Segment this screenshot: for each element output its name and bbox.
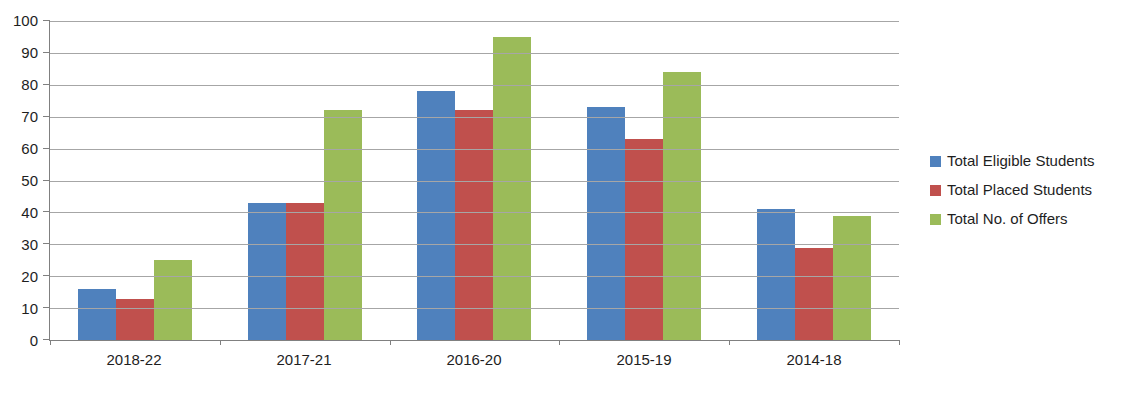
bar[interactable] (625, 139, 663, 340)
x-axis-tick (390, 340, 391, 345)
gridline (50, 181, 899, 182)
y-axis-tick (43, 307, 50, 308)
bar[interactable] (78, 289, 116, 340)
x-axis-tick (50, 340, 51, 345)
legend-swatch-icon (930, 185, 941, 196)
y-axis-tick-label: 80 (21, 77, 38, 93)
bar[interactable] (493, 37, 531, 340)
y-axis-tick-label: 40 (21, 205, 38, 221)
bar[interactable] (154, 260, 192, 340)
bar[interactable] (286, 203, 324, 340)
legend-swatch-icon (930, 214, 941, 225)
legend-entry[interactable]: Total Eligible Students (930, 151, 1095, 171)
y-axis-tick-label: 0 (30, 333, 38, 349)
gridline (50, 308, 899, 309)
y-axis-tick-label: 70 (21, 109, 38, 125)
y-axis-tick-label: 90 (21, 45, 38, 61)
bar[interactable] (324, 110, 362, 340)
y-axis-tick-label: 20 (21, 269, 38, 285)
x-axis-tick (729, 340, 730, 345)
x-axis-category-label: 2015-19 (559, 350, 729, 370)
legend-label: Total No. of Offers (947, 209, 1068, 229)
y-axis-tick (43, 52, 50, 53)
gridline (50, 276, 899, 277)
y-axis-tick-label: 60 (21, 141, 38, 157)
gridline (50, 212, 899, 213)
bar[interactable] (795, 248, 833, 341)
bar[interactable] (833, 216, 871, 340)
bar[interactable] (417, 91, 455, 340)
y-axis-tick-label: 30 (21, 237, 38, 253)
x-axis-labels: 2018-222017-212016-202015-192014-18 (49, 350, 899, 370)
bar[interactable] (248, 203, 286, 340)
bar[interactable] (455, 110, 493, 340)
gridline (50, 53, 899, 54)
legend-label: Total Eligible Students (947, 151, 1095, 171)
bar[interactable] (757, 209, 795, 340)
bar[interactable] (587, 107, 625, 340)
plot-area (49, 21, 899, 341)
y-axis-tick (43, 275, 50, 276)
y-axis-tick (43, 84, 50, 85)
y-axis-tick (43, 20, 50, 21)
x-axis-category-label: 2014-18 (729, 350, 899, 370)
bar[interactable] (663, 72, 701, 340)
x-axis-tick (899, 340, 900, 345)
legend-label: Total Placed Students (947, 180, 1092, 200)
y-axis-tick-label: 50 (21, 173, 38, 189)
bar[interactable] (116, 299, 154, 340)
y-axis-tick-label: 100 (13, 13, 38, 29)
bar-chart: 0102030405060708090100 2018-222017-21201… (0, 0, 1124, 408)
legend-swatch-icon (930, 156, 941, 167)
x-axis-tick (559, 340, 560, 345)
x-axis-tick (220, 340, 221, 345)
legend-entry[interactable]: Total Placed Students (930, 180, 1095, 200)
legend-entry[interactable]: Total No. of Offers (930, 209, 1095, 229)
x-axis-category-label: 2017-21 (219, 350, 389, 370)
gridline (50, 21, 899, 22)
gridline (50, 117, 899, 118)
gridline (50, 85, 899, 86)
y-axis-tick (43, 148, 50, 149)
legend: Total Eligible Students Total Placed Stud… (930, 151, 1095, 238)
gridline (50, 244, 899, 245)
y-axis-tick (43, 243, 50, 244)
y-axis-tick (43, 116, 50, 117)
x-axis-category-label: 2018-22 (49, 350, 219, 370)
y-axis-tick (43, 180, 50, 181)
gridline (50, 149, 899, 150)
y-axis-tick (43, 339, 50, 340)
y-axis-tick-label: 10 (21, 301, 38, 317)
y-axis-tick (43, 211, 50, 212)
y-axis-labels: 0102030405060708090100 (0, 21, 42, 341)
x-axis-category-label: 2016-20 (389, 350, 559, 370)
